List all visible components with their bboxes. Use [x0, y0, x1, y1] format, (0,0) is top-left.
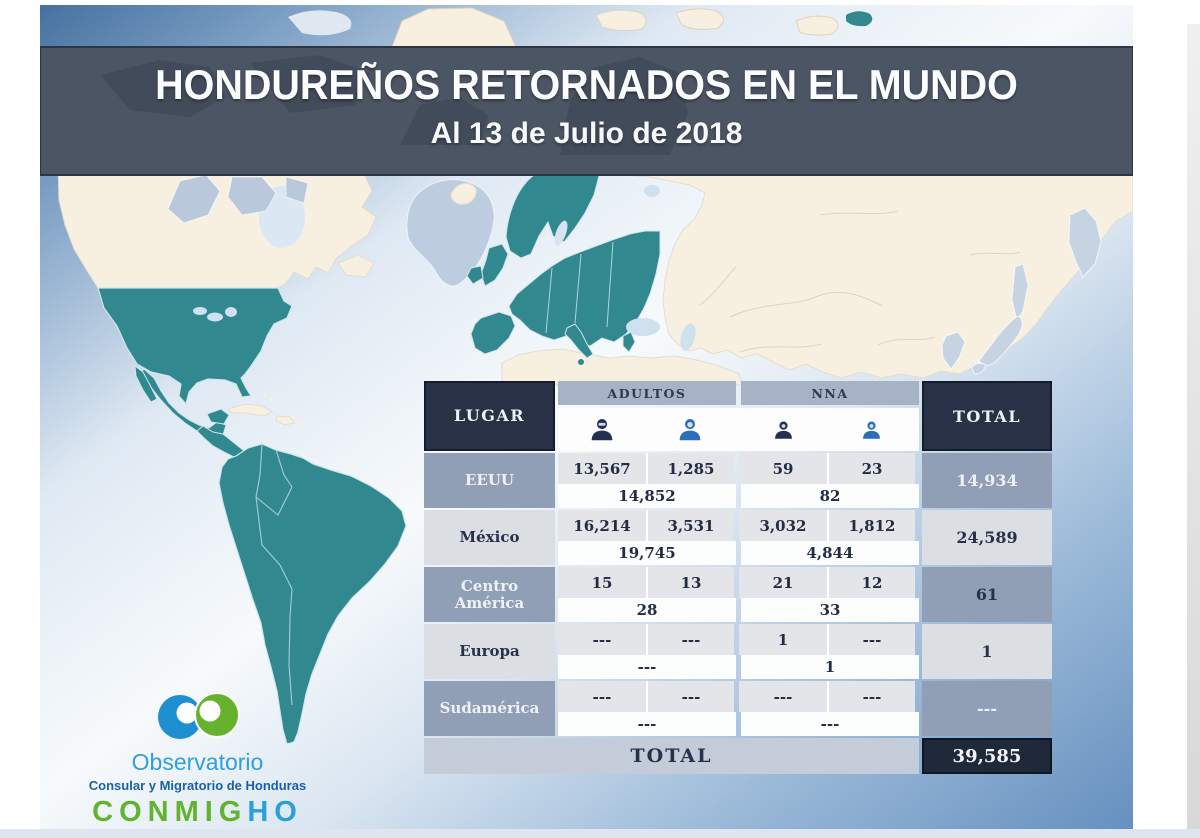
table-header: LUGAR ADULTOS NNA	[424, 381, 1052, 451]
banner-plate	[40, 46, 1133, 176]
value-child-male: 3,032	[739, 510, 827, 541]
row-label: Sudamérica	[424, 681, 555, 736]
value-child-male: 59	[739, 453, 827, 484]
row-label: México	[424, 510, 555, 565]
region-iceland	[450, 182, 477, 205]
value-adult-female: 1,285	[646, 453, 734, 484]
table-row-centro-america: Centro América 15 13 21 12 28 33 61	[424, 567, 1052, 622]
header-nna: NNA	[741, 381, 919, 405]
subtotal-adults: 19,745	[558, 541, 736, 565]
region-greenland	[406, 179, 495, 287]
subtotal-adults: 28	[558, 598, 736, 622]
right-edge-strip	[1187, 24, 1200, 838]
subtotal-nna: 4,844	[741, 541, 919, 565]
row-label: Europa	[424, 624, 555, 679]
value-child-male: ---	[739, 681, 827, 712]
header-adultos: ADULTOS	[558, 381, 736, 405]
subtotal-nna: 1	[741, 655, 919, 679]
value-child-female: 23	[827, 453, 915, 484]
logo-consular-text: Consular y Migratorio de Honduras	[88, 778, 307, 793]
subtotal-adults: 14,852	[558, 484, 736, 508]
value-adult-male: 15	[558, 567, 646, 598]
value-adult-male: ---	[558, 624, 646, 655]
value-adult-male: 13,567	[558, 453, 646, 484]
child-male-icon	[739, 419, 827, 441]
table-row-mexico: México 16,214 3,531 3,032 1,812 19,745 4…	[424, 510, 1052, 565]
region-south-america-highlight	[218, 443, 407, 745]
child-female-icon	[827, 419, 915, 441]
subtotal-nna: 82	[741, 484, 919, 508]
wordmark-blue: HO	[247, 796, 303, 828]
region-mexico-highlight	[134, 364, 230, 436]
conmigho-logo: Observatorio Consular y Migratorio de Ho…	[70, 686, 325, 829]
table-row-europa: Europa --- --- 1 --- --- 1 1	[424, 624, 1052, 679]
title-banner: HONDUREÑOS RETORNADOS EN EL MUNDO Al 13 …	[40, 47, 1133, 175]
table-footer: TOTAL 39,585	[424, 738, 1052, 774]
adult-female-icon	[646, 416, 734, 443]
subtotal-adults: ---	[558, 712, 736, 736]
region-usa-highlight	[97, 287, 293, 406]
region-east-asia	[941, 207, 1102, 375]
header-total: TOTAL	[922, 381, 1052, 451]
value-child-female: ---	[827, 681, 915, 712]
row-total: 1	[922, 624, 1052, 679]
bottom-edge-strip	[0, 829, 1200, 838]
icon-row	[558, 408, 919, 451]
subtotal-nna: ---	[741, 712, 919, 736]
value-child-male: 1	[739, 624, 827, 655]
logo-rings-icon	[158, 692, 240, 739]
arctic-islands	[288, 7, 873, 48]
returnees-table: LUGAR ADULTOS NNA	[424, 381, 1052, 774]
value-adult-female: 13	[646, 567, 734, 598]
wordmark-green: CONMIG	[92, 796, 248, 828]
adult-male-icon	[558, 416, 646, 443]
table-row-eeuu: EEUU 13,567 1,285 59 23 14,852 82 14,934	[424, 453, 1052, 508]
value-adult-male: 16,214	[558, 510, 646, 541]
subtotal-adults: ---	[558, 655, 736, 679]
black-sea	[626, 318, 660, 336]
value-child-female: ---	[827, 624, 915, 655]
logo-observatorio-text: Observatorio	[131, 749, 264, 775]
value-adult-female: ---	[646, 624, 734, 655]
value-child-female: 1,812	[827, 510, 915, 541]
region-caribbean	[227, 393, 303, 426]
footer-total-label: TOTAL	[424, 738, 919, 774]
value-child-male: 21	[739, 567, 827, 598]
table-row-sudamerica: Sudamérica --- --- --- --- --- --- ---	[424, 681, 1052, 736]
value-adult-female: 3,531	[646, 510, 734, 541]
footer-total-value: 39,585	[922, 738, 1052, 774]
caspian-sea	[680, 323, 696, 351]
page-subtitle: Al 13 de Julio de 2018	[430, 117, 743, 150]
row-label: EEUU	[424, 453, 555, 508]
row-total: 61	[922, 567, 1052, 622]
row-total: 14,934	[922, 453, 1052, 508]
logo-wordmark: CONMIGHO	[70, 796, 325, 829]
value-child-female: 12	[827, 567, 915, 598]
value-adult-male: ---	[558, 681, 646, 712]
row-label: Centro América	[424, 567, 555, 622]
region-canada	[57, 164, 377, 289]
subtotal-nna: 33	[741, 598, 919, 622]
row-total: 24,589	[922, 510, 1052, 565]
value-adult-female: ---	[646, 681, 734, 712]
region-europe-highlight	[466, 167, 661, 365]
header-lugar: LUGAR	[424, 381, 555, 451]
page-title: HONDUREÑOS RETORNADOS EN EL MUNDO	[155, 61, 1018, 108]
row-total: ---	[922, 681, 1052, 736]
